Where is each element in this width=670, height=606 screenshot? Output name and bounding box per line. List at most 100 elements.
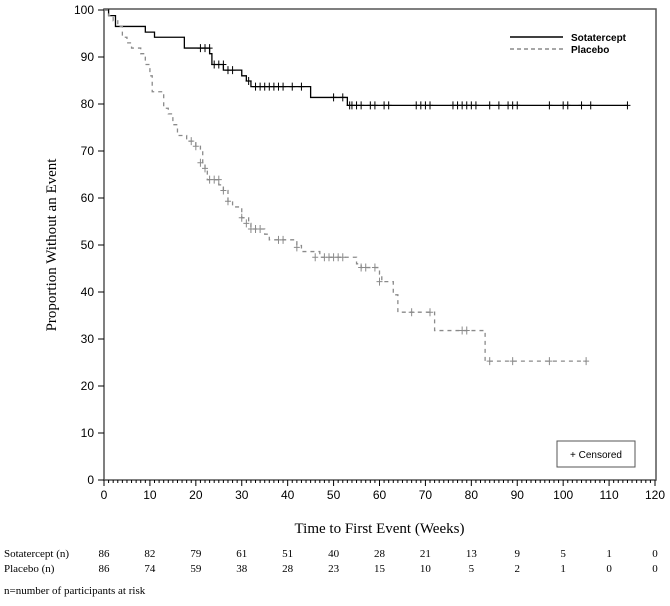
y-tick-label: 10: [81, 426, 95, 440]
at-risk-value: 51: [282, 548, 294, 560]
censor-mark: [583, 357, 590, 366]
censor-mark: [339, 253, 346, 262]
x-tick-label: 60: [373, 488, 387, 502]
censor-mark: [486, 101, 493, 110]
censor-mark: [358, 101, 365, 110]
censor-mark: [339, 93, 346, 102]
censor-mark: [280, 82, 287, 91]
censor-mark: [289, 82, 296, 91]
x-tick-label: 50: [327, 488, 341, 502]
censor-mark: [229, 66, 236, 75]
censor-mark: [298, 82, 305, 91]
censor-mark: [188, 137, 195, 146]
censor-mark: [578, 101, 585, 110]
at-risk-value: 23: [328, 563, 340, 575]
censor-mark: [564, 101, 571, 110]
censor-mark: [371, 263, 378, 272]
censor-mark: [587, 101, 594, 110]
censor-mark: [427, 101, 434, 110]
censor-mark: [427, 308, 434, 317]
y-tick-label: 40: [81, 285, 95, 299]
censor-mark: [385, 101, 392, 110]
at-risk-value: 1: [560, 563, 566, 575]
y-axis-label: Proportion Without an Event: [44, 158, 60, 332]
at-risk-value: 2: [514, 563, 521, 575]
censor-mark: [624, 101, 631, 110]
censor-mark: [293, 243, 300, 252]
censor-mark: [197, 158, 204, 167]
censor-mark: [376, 277, 383, 286]
censor-mark: [215, 175, 222, 184]
censor-mark: [486, 357, 493, 366]
y-tick-label: 100: [74, 3, 94, 17]
censor-mark: [220, 60, 227, 69]
y-tick-label: 0: [87, 473, 94, 487]
censor-mark: [243, 219, 250, 228]
at-risk-value: 28: [282, 563, 294, 575]
censor-mark: [202, 164, 209, 173]
at-risk-value: 21: [419, 548, 431, 560]
x-tick-label: 80: [465, 488, 479, 502]
x-tick-label: 10: [143, 488, 157, 502]
at-risk-value: 28: [374, 548, 385, 560]
at-risk-value: 61: [236, 548, 248, 560]
legend-label: Placebo: [571, 45, 609, 56]
censored-legend-label: + Censored: [570, 450, 622, 461]
censor-mark: [220, 186, 227, 195]
at-risk-value: 15: [374, 563, 385, 575]
x-tick-label: 90: [511, 488, 525, 502]
censor-mark: [371, 101, 378, 110]
x-tick-label: 70: [419, 488, 433, 502]
at-risk-value: 0: [652, 563, 658, 575]
censor-mark: [192, 142, 199, 151]
censor-mark: [514, 101, 521, 110]
y-tick-label: 70: [81, 144, 95, 158]
censor-mark: [546, 357, 553, 366]
x-tick-label: 110: [600, 488, 619, 502]
at-risk-row-label: Placebo (n): [4, 563, 55, 575]
censor-mark: [472, 101, 479, 110]
x-axis-label: Time to First Event (Weeks): [295, 521, 465, 537]
censor-mark: [245, 76, 252, 85]
at-risk-value: 5: [468, 563, 475, 575]
censor-mark: [546, 101, 553, 110]
x-tick-label: 0: [101, 488, 108, 502]
censor-mark: [463, 326, 470, 335]
at-risk-value: 40: [328, 548, 340, 560]
at-risk-value: 79: [190, 548, 202, 560]
y-tick-label: 30: [81, 332, 95, 346]
at-risk-value: 9: [514, 548, 521, 560]
x-tick-label: 120: [645, 488, 665, 502]
censor-mark: [257, 225, 264, 234]
censor-mark: [312, 253, 319, 262]
censor-mark: [362, 263, 369, 272]
series-line-sotatercept: [104, 9, 628, 107]
y-tick-label: 50: [81, 238, 95, 252]
at-risk-value: 1: [606, 548, 612, 560]
y-tick-label: 90: [81, 50, 95, 64]
censor-mark: [206, 44, 213, 53]
censor-mark: [224, 197, 231, 206]
at-risk-value: 74: [144, 563, 156, 575]
at-risk-value: 10: [419, 563, 431, 575]
legend-label: Sotatercept: [571, 33, 627, 44]
censor-mark: [495, 101, 502, 110]
y-tick-label: 60: [81, 191, 95, 205]
at-risk-value: 59: [190, 563, 202, 575]
censor-mark: [238, 213, 245, 222]
at-risk-value: 0: [606, 563, 612, 575]
censored-legend-box: [556, 440, 636, 468]
y-tick-label: 20: [81, 379, 95, 393]
x-tick-label: 20: [189, 488, 203, 502]
censor-mark: [280, 235, 287, 244]
at-risk-value: 13: [465, 548, 477, 560]
at-risk-value: 38: [236, 563, 248, 575]
series-line-placebo: [104, 9, 587, 362]
at-risk-value: 86: [98, 563, 110, 575]
censor-mark: [330, 93, 337, 102]
y-tick-label: 80: [81, 97, 95, 111]
at-risk-value: 0: [652, 548, 658, 560]
at-risk-note: n=number of participants at risk: [4, 585, 146, 597]
at-risk-value: 5: [560, 548, 566, 560]
